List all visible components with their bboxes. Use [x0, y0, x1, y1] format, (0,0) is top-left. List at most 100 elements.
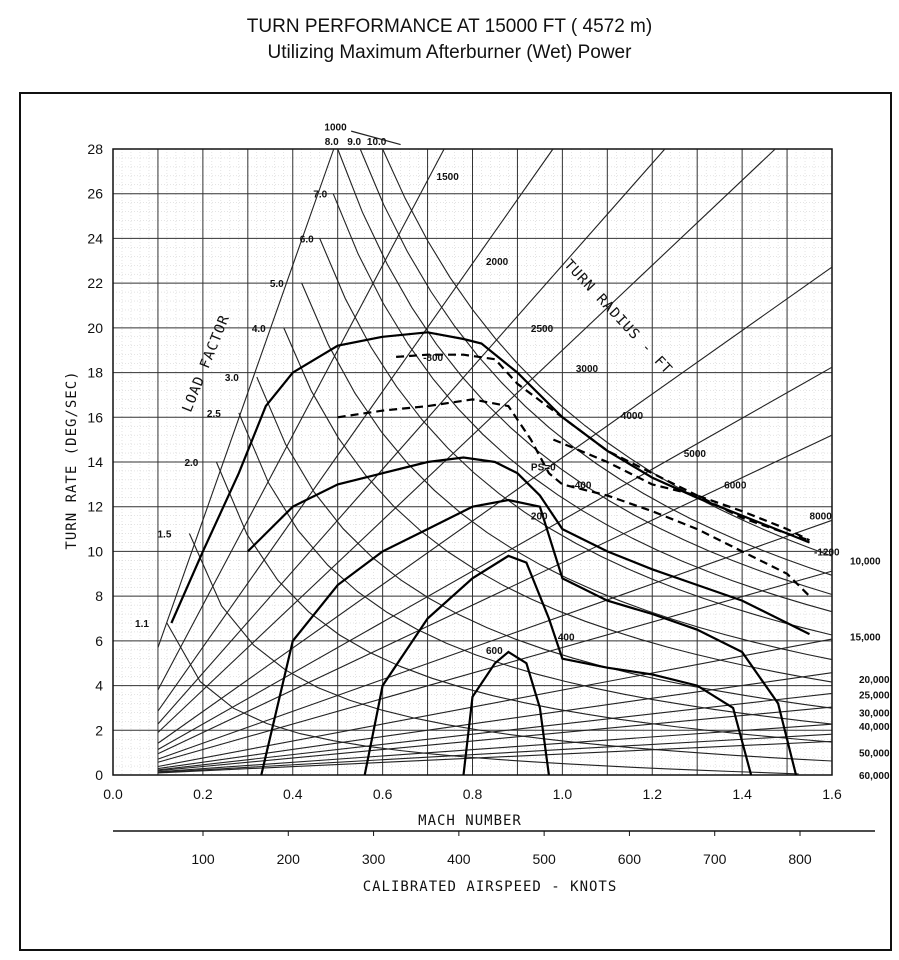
turn-radius-line [157, 570, 833, 763]
ps-label: 600 [486, 646, 503, 657]
y-tick-label: 16 [87, 409, 103, 425]
load-factor-label: 8.0 [325, 137, 339, 148]
turn-radius-line [157, 366, 833, 750]
chart-frame [19, 92, 892, 951]
y-tick-label: 18 [87, 365, 103, 381]
y-tick-label: 22 [87, 275, 103, 291]
ps-series-line [337, 398, 811, 597]
x2-tick-label: 300 [362, 851, 386, 867]
y-tick-label: 8 [95, 588, 103, 604]
x2-tick-label: 200 [277, 851, 301, 867]
turn-radius-label: 4000 [621, 411, 644, 422]
load-factor-line [256, 376, 833, 709]
ps-series-line [247, 456, 810, 636]
turn-radius-label: 3000 [576, 364, 599, 375]
turn-radius-line [157, 148, 335, 648]
ps-series-line [363, 554, 753, 776]
load-factor-line [319, 238, 833, 636]
turn-radius-line [157, 519, 833, 760]
x-tick-label: 0.6 [373, 786, 393, 802]
y-tick-label: 24 [87, 230, 103, 246]
y-axis-label: TURN RATE (DEG/SEC) [64, 370, 80, 549]
x2-tick-label: 100 [191, 851, 215, 867]
turn-radius-line [157, 148, 445, 691]
y-tick-label: 6 [95, 633, 103, 649]
y-tick-label: 26 [87, 186, 103, 202]
turn-radius-line [157, 148, 666, 725]
turn-radius-label: 15,000 [850, 632, 881, 643]
x-tick-label: 1.4 [732, 786, 752, 802]
turn-radius-label: 30,000 [859, 708, 890, 719]
turn-radius-label: 1500 [437, 172, 460, 183]
load-factor-line [337, 148, 833, 596]
load-factor-line [382, 148, 833, 557]
major-grid [112, 148, 833, 776]
plot-border [112, 148, 833, 776]
load-factor-label: 1.5 [157, 530, 171, 541]
load-factor-line [332, 193, 833, 613]
turn-radius-line [157, 638, 833, 768]
curve-labels: 1000 1500 2000 2500 3000 4000 5000 6000 8000 10,0… [135, 123, 890, 782]
load-factor-label: 9.0 [347, 137, 361, 148]
ps-label: 200 [531, 512, 548, 523]
turn-radius-label: 60,000 [859, 771, 890, 782]
turn-radius-line [157, 706, 833, 772]
load-factor-line [359, 148, 833, 576]
turn-radius-line [157, 148, 776, 733]
x2-tick-label: 600 [618, 851, 642, 867]
turn-radius-label: 2500 [531, 324, 554, 335]
x-tick-label: 0.0 [103, 786, 123, 802]
y-tick-label: 2 [95, 722, 103, 738]
load-factor-label: 1.1 [135, 619, 149, 630]
chart-title: TURN PERFORMANCE AT 15000 FT ( 4572 m) [246, 16, 653, 37]
load-factor-label: 5.0 [270, 279, 284, 290]
turn-radius-label: 20,000 [859, 675, 890, 686]
x2-tick-label: 400 [447, 851, 471, 867]
x-tick-label: 0.8 [463, 786, 483, 802]
ps-label: -400 [571, 480, 591, 491]
turn-radius-label: 25,000 [859, 691, 890, 702]
ps-series-line [462, 650, 550, 776]
load-factor-label: 2.0 [184, 458, 198, 469]
axis-ticks: 0.0 0.2 0.4 0.6 0.8 1.0 1.2 1.4 1.60246810121416… [87, 141, 842, 867]
turn-radius-label: 8000 [810, 512, 833, 523]
y-tick-label: 10 [87, 543, 103, 559]
x2-tick-label: 800 [788, 851, 812, 867]
ps-label: 400 [558, 632, 575, 643]
load-factor-label: 10.0 [367, 137, 387, 148]
turn-radius-label: 40,000 [859, 722, 890, 733]
load-factor-label: 6.0 [300, 234, 314, 245]
turn-radius-line [157, 733, 833, 774]
turn-radius-label: 6000 [724, 480, 747, 491]
x2-tick-label: 700 [703, 851, 727, 867]
ps-label: -800 [423, 353, 443, 364]
radius-1000-arrow [351, 130, 401, 146]
load-factor-label: 2.5 [207, 409, 221, 420]
y-tick-label: 0 [95, 767, 103, 783]
chart-subtitle: Utilizing Maximum Afterburner (Wet) Powe… [267, 42, 632, 63]
turn-radius-lines [157, 148, 833, 774]
load-factor-label: 7.0 [313, 190, 327, 201]
turn-radius-label: 5000 [684, 449, 707, 460]
ps-series-line [396, 353, 810, 542]
ps-series-line [170, 331, 810, 624]
turn-radius-label: 1000 [324, 123, 347, 134]
ps-series [170, 331, 811, 776]
ps-label: -1200 [814, 547, 840, 558]
turn-radius-label: 10,000 [850, 556, 881, 567]
x-tick-label: 0.2 [193, 786, 213, 802]
load-factor-line [166, 622, 799, 775]
x-tick-label: 1.2 [643, 786, 663, 802]
load-factor-line [283, 327, 833, 683]
turn-radius-line [157, 148, 554, 712]
load-factor-line [215, 461, 833, 743]
x-axis-label: MACH NUMBER [418, 813, 522, 829]
load-factor-line [188, 533, 833, 762]
x-tick-label: 1.0 [553, 786, 573, 802]
ps-series-line [552, 438, 810, 542]
x2-tick-label: 500 [532, 851, 556, 867]
turn-radius-label: 2000 [486, 257, 509, 268]
ps-label: PS=0 [531, 462, 556, 473]
ps-series-line [260, 498, 798, 776]
turn-radius-title: TURN RADIUS - FT [561, 257, 676, 378]
